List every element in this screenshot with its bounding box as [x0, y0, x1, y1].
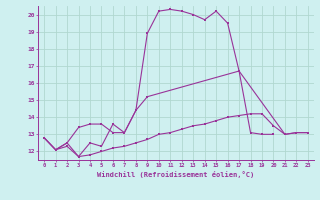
X-axis label: Windchill (Refroidissement éolien,°C): Windchill (Refroidissement éolien,°C) — [97, 171, 255, 178]
